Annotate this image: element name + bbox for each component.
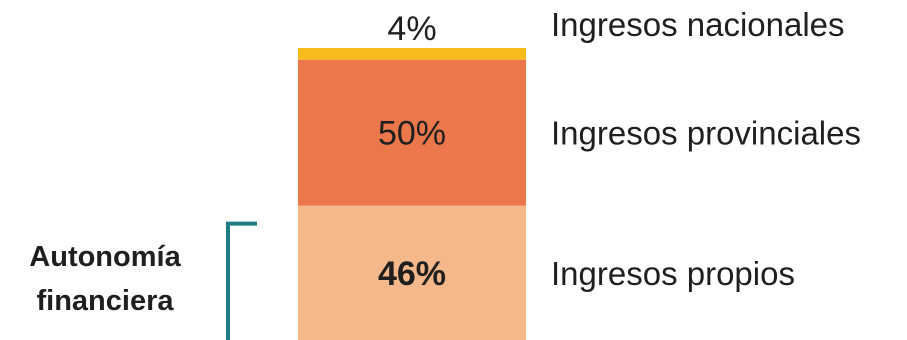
bar-segment-ingresos-nacionales	[298, 48, 526, 60]
legend-ingresos-propios: Ingresos propios	[551, 255, 795, 292]
bar-segment-ingresos-provinciales	[298, 59, 526, 206]
data-label-ingresos-propios: 46%	[378, 255, 446, 293]
legend-ingresos-provinciales: Ingresos provinciales	[551, 115, 861, 152]
bracket-label-line-1: Autonomía	[29, 241, 181, 273]
legend-ingresos-nacionales: Ingresos nacionales	[551, 6, 845, 43]
data-label-ingresos-nacionales: 4%	[387, 10, 436, 48]
data-label-ingresos-provinciales: 50%	[378, 115, 446, 153]
bracket-label-line-2: financiera	[36, 285, 174, 317]
autonomy-bracket	[226, 221, 257, 340]
bar-segment-ingresos-propios	[298, 205, 526, 340]
